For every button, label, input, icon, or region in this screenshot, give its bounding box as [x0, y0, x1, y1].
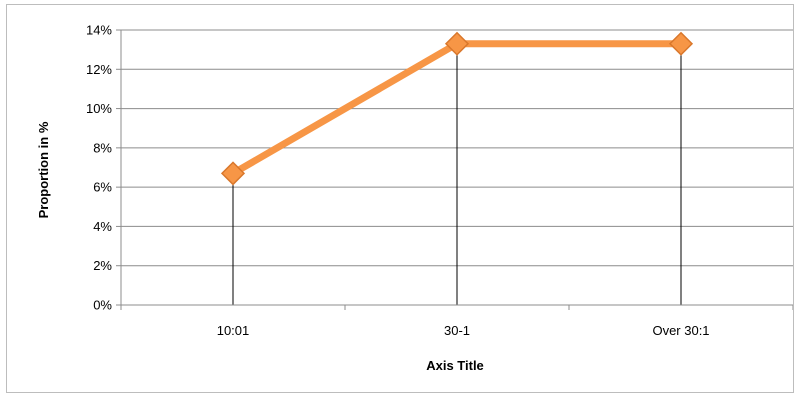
data-point-marker: [668, 31, 694, 56]
y-tick-label: 10%: [86, 101, 112, 116]
line-chart: 0% 2% 4% 6% 8% 10% 12% 14% 10:01 30-1 Over 30:1 A…: [36, 23, 794, 373]
x-tick-labels: 10:01 30-1 Over 30:1: [217, 323, 710, 338]
data-point-marker: [220, 161, 246, 186]
y-tick-label: 4%: [93, 219, 112, 234]
x-axis-title: Axis Title: [426, 358, 484, 373]
y-tick-label: 12%: [86, 62, 112, 77]
y-tick-label: 6%: [93, 180, 112, 195]
y-tick-label: 14%: [86, 23, 112, 38]
series-layer: [220, 31, 694, 186]
y-tick-label: 0%: [93, 298, 112, 313]
chart-area: 0% 2% 4% 6% 8% 10% 12% 14% 10:01 30-1 Over 30:1 A…: [6, 4, 794, 393]
y-axis-title: Proportion in %: [36, 121, 51, 218]
y-tick-label: 8%: [93, 140, 112, 155]
drop-lines: [232, 43, 682, 305]
y-tick-label: 2%: [93, 258, 112, 273]
x-tick-label: Over 30:1: [652, 323, 709, 338]
y-tick-labels: 0% 2% 4% 6% 8% 10% 12% 14%: [86, 23, 112, 313]
x-tick-label: 30-1: [444, 323, 470, 338]
data-point-marker: [444, 31, 470, 56]
x-tick-label: 10:01: [217, 323, 250, 338]
axes: [116, 29, 794, 310]
